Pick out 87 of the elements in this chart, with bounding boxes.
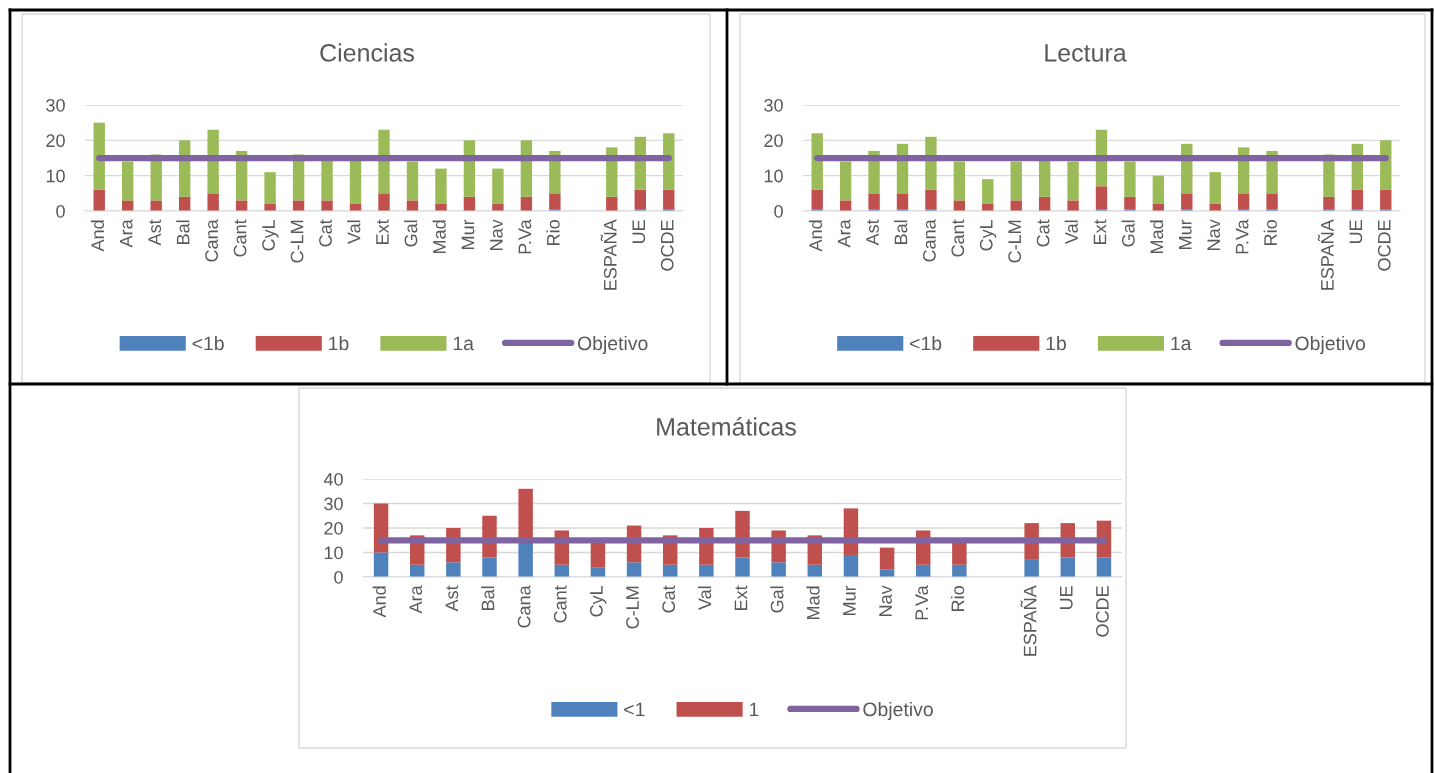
x-tick-label: P.Va [518, 219, 532, 254]
x-tick-label: And [808, 220, 823, 252]
x-tick-label: OCDE [1095, 586, 1109, 637]
x-tick-label: UE [1349, 220, 1363, 244]
legend-label: Objetivo [1295, 335, 1366, 355]
y-tick-label: 30 [46, 98, 65, 112]
x-tick-label: Cant [233, 219, 247, 257]
x-tick-label: OCDE [1377, 220, 1391, 271]
x-tick-label: Ext [1093, 219, 1107, 244]
legend-label: 1 [749, 702, 759, 717]
x-tick-label: OCDE [660, 220, 674, 271]
x-tick-label: Gal [404, 220, 418, 247]
x-tick-label: Bal [481, 586, 495, 610]
x-tick-label: Cana [205, 219, 218, 262]
x-tick-label: Gal [770, 586, 784, 613]
x-tick-label: Rio [546, 220, 560, 245]
x-tick-label: Cant [553, 585, 567, 623]
x-tick-label: Val [347, 220, 361, 245]
x-tick-label: C-LM [1008, 220, 1022, 263]
x-tick-label: Cat [319, 219, 332, 247]
x-tick-label: Ara [119, 219, 133, 248]
x-tick-label: Val [697, 586, 712, 611]
x-tick-label: Ast [445, 585, 459, 612]
x-tick-label: And [90, 220, 105, 252]
x-tick-label: Cant [951, 219, 965, 257]
x-tick-label: Ast [148, 219, 162, 246]
y-tick-label: 0 [334, 570, 343, 584]
x-tick-label: Bal [176, 220, 190, 244]
y-tick-label: 0 [56, 204, 65, 218]
x-tick-label: Nav [490, 219, 503, 250]
x-tick-label: Mur [843, 585, 856, 615]
y-tick-label: 10 [46, 169, 65, 183]
y-tick-label: 10 [764, 169, 783, 183]
legend-label: Objetivo [577, 335, 648, 355]
legend-label: Objetivo [863, 701, 933, 721]
chart-title: Ciencias [320, 43, 415, 62]
x-tick-label: CyL [589, 585, 607, 617]
x-tick-label: ESPAÑA [600, 219, 617, 290]
legend-label: 1a [453, 336, 474, 351]
x-tick-label: C-LM [290, 220, 304, 263]
y-tick-label: 0 [774, 204, 783, 218]
x-tick-label: ESPAÑA [1020, 585, 1037, 656]
y-tick-label: 20 [764, 134, 783, 148]
y-tick-label: 40 [323, 472, 343, 486]
x-tick-label: C-LM [626, 586, 639, 629]
x-tick-label: And [372, 586, 386, 618]
y-tick-label: 20 [324, 521, 343, 535]
y-tick-label: 10 [324, 546, 343, 560]
x-tick-label: UE [632, 220, 646, 244]
legend-label: 1a [1171, 336, 1192, 351]
y-tick-label: 30 [764, 98, 783, 112]
x-tick-label: Ast [866, 219, 879, 246]
x-tick-label: UE [1060, 586, 1073, 610]
legend-label: <1b [192, 335, 224, 351]
x-tick-label: Rio [950, 586, 965, 611]
chart-title: Matemáticas [657, 417, 796, 436]
x-tick-label: Mad [432, 220, 446, 253]
x-tick-label: Mur [1179, 219, 1192, 249]
x-tick-label: Nav [879, 585, 892, 616]
legend-label: <1b [910, 335, 942, 351]
x-tick-label: CyL [262, 219, 279, 251]
x-tick-label: Mur [461, 219, 475, 249]
x-tick-label: Mad [806, 586, 820, 619]
x-tick-label: Nav [1207, 219, 1221, 250]
legend-label: 1b [329, 335, 349, 351]
x-tick-label: Mad [1149, 220, 1164, 253]
x-tick-label: Ext [376, 219, 389, 244]
x-tick-label: Ara [409, 585, 423, 614]
x-tick-label: Val [1064, 220, 1078, 245]
x-tick-label: Cat [1036, 219, 1050, 247]
x-tick-label: P.Va [915, 585, 929, 620]
x-tick-label: Bal [894, 220, 908, 244]
x-tick-label: Ara [837, 219, 851, 248]
x-tick-label: Cana [922, 219, 936, 262]
legend-label: <1 [624, 702, 645, 717]
x-tick-label: Ext [734, 585, 748, 610]
y-tick-label: 20 [46, 134, 65, 148]
chart-title: Lectura [1045, 44, 1127, 62]
x-tick-label: ESPAÑA [1317, 219, 1334, 290]
x-tick-label: Gal [1121, 220, 1135, 247]
x-tick-label: Rio [1263, 220, 1277, 245]
x-tick-label: P.Va [1235, 219, 1249, 254]
x-tick-label: Cat [662, 585, 676, 613]
x-tick-label: Cana [517, 585, 531, 628]
y-tick-label: 30 [324, 497, 343, 511]
x-tick-label: CyL [979, 219, 997, 251]
legend-label: 1b [1046, 335, 1066, 351]
